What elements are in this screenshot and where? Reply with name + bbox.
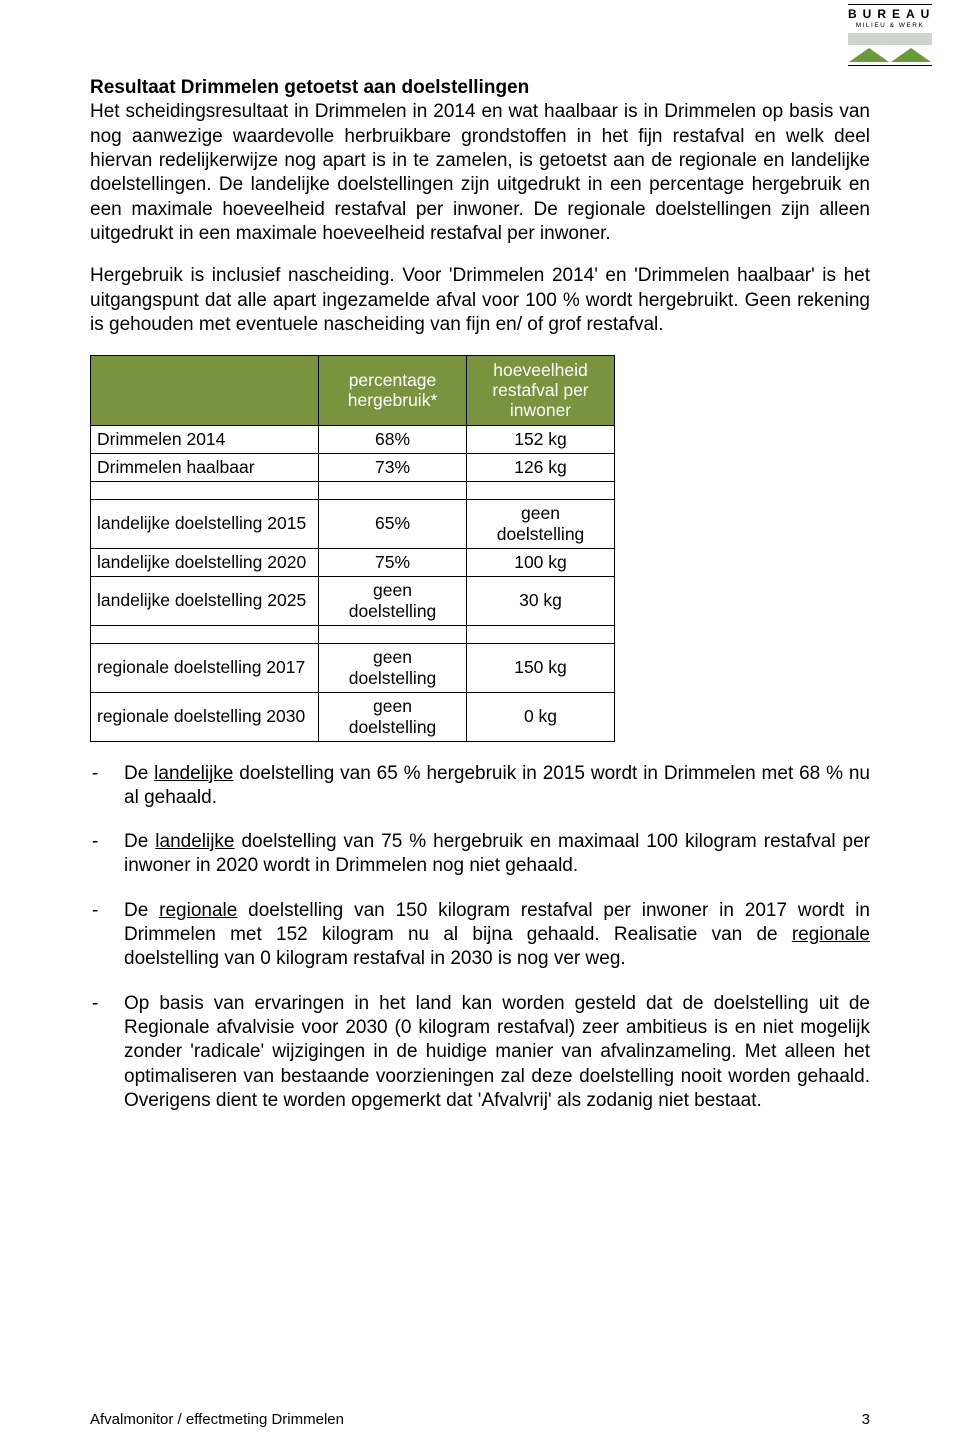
paragraph-2: Hergebruik is inclusief nascheiding. Voo… (90, 264, 870, 337)
table-header-pct: percentage hergebruik* (319, 356, 467, 425)
org-logo: BUREAU MILIEU & WERK (848, 4, 932, 66)
section-title: Resultaat Drimmelen getoetst aan doelste… (90, 76, 870, 100)
footer-left: Afvalmonitor / effectmeting Drimmelen (90, 1411, 344, 1428)
list-item: De landelijke doelstelling van 65 % herg… (90, 762, 870, 811)
logo-line2: MILIEU & WERK (848, 22, 932, 29)
page-footer: Afvalmonitor / effectmeting Drimmelen 3 (90, 1411, 870, 1428)
list-item: De regionale doelstelling van 150 kilogr… (90, 899, 870, 972)
page-number: 3 (862, 1411, 870, 1428)
table-header-blank (91, 356, 319, 425)
logo-line1: BUREAU (848, 7, 932, 21)
table-row: landelijke doelstelling 2025 geen doelst… (91, 576, 615, 625)
table-row: Drimmelen haalbaar 73% 126 kg (91, 453, 615, 481)
list-item: Op basis van ervaringen in het land kan … (90, 992, 870, 1114)
table-row: landelijke doelstelling 2015 65% geen do… (91, 499, 615, 548)
bullet-list: De landelijke doelstelling van 65 % herg… (90, 762, 870, 1114)
list-item: De landelijke doelstelling van 75 % herg… (90, 830, 870, 879)
table-header-kg: hoeveelheid restafval per inwoner (467, 356, 615, 425)
table-row: regionale doelstelling 2017 geen doelste… (91, 643, 615, 692)
table-row: Drimmelen 2014 68% 152 kg (91, 425, 615, 453)
paragraph-1: Het scheidingsresultaat in Drimmelen in … (90, 100, 870, 246)
table-row: landelijke doelstelling 2020 75% 100 kg (91, 548, 615, 576)
table-row: regionale doelstelling 2030 geen doelste… (91, 692, 615, 741)
results-table: percentage hergebruik* hoeveelheid resta… (90, 355, 615, 741)
